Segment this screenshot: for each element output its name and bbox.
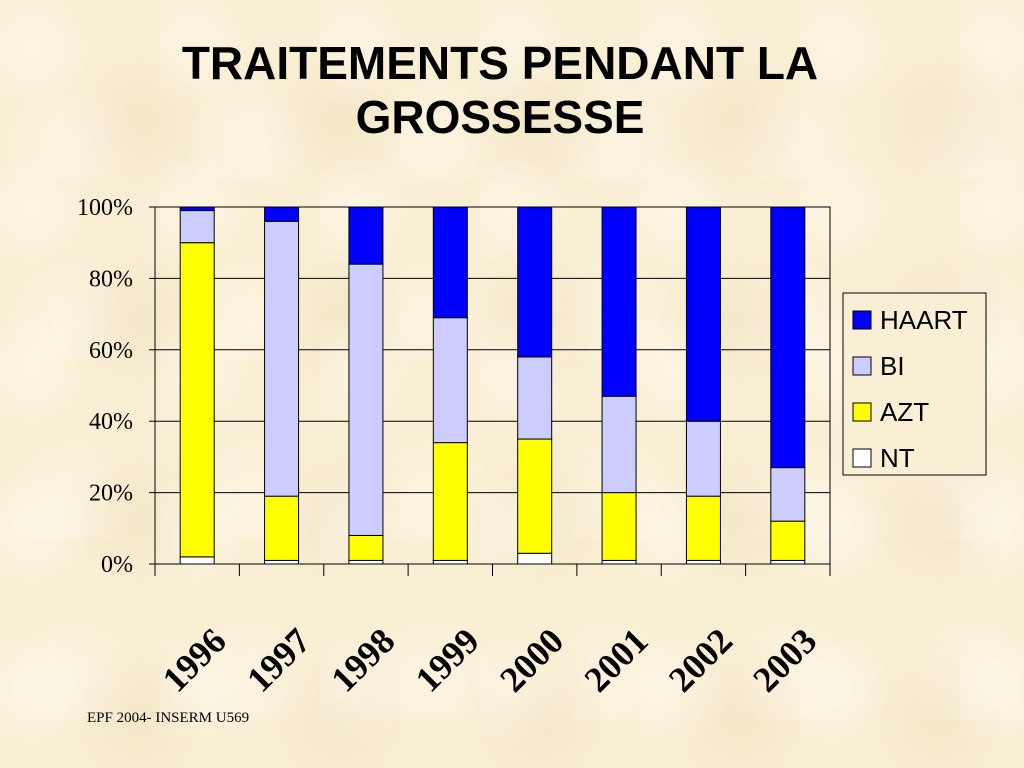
bar-segment-bi-2001 [601, 395, 637, 494]
bar-segment-nt-2003 [770, 559, 806, 565]
bar-segment-nt-1996 [179, 556, 215, 565]
bar-segment-bi-1999 [432, 317, 468, 444]
x-tick-label: 1997 [239, 620, 318, 699]
y-tick-label: 40% [89, 409, 133, 435]
bar-segment-haart-1999 [432, 206, 468, 319]
y-tick-label: 100% [77, 195, 133, 221]
footer-credit: EPF 2004- INSERM U569 [87, 710, 250, 726]
y-tick-label: 80% [89, 266, 133, 292]
bar-segment-azt-2003 [770, 520, 806, 561]
legend-swatch-bi [852, 356, 872, 376]
bar-segment-nt-2001 [601, 559, 637, 565]
x-tick-label: 2001 [576, 620, 655, 699]
y-tick-label: 0% [101, 552, 133, 578]
x-tick-label: 2000 [492, 620, 571, 699]
bar-segment-azt-1997 [264, 495, 300, 561]
bar-segment-nt-2000 [517, 552, 553, 565]
title-line-1: TRAITEMENTS PENDANT LA [181, 37, 819, 89]
bar-segment-bi-2003 [770, 467, 806, 522]
bar-segment-haart-1996 [179, 206, 215, 212]
legend-label: BI [880, 351, 905, 381]
slide-title: TRAITEMENTS PENDANT LA GROSSESSE [0, 36, 1000, 144]
bar-segment-azt-2002 [685, 495, 721, 561]
bar-segment-azt-1998 [348, 534, 384, 561]
x-tick-label: 1996 [155, 620, 234, 699]
bar-segment-haart-2002 [685, 206, 721, 422]
bar-segment-haart-1997 [264, 206, 300, 222]
bar-segment-haart-2003 [770, 206, 806, 469]
legend-label: HAART [880, 305, 968, 335]
legend-swatch-haart [852, 310, 872, 330]
x-tick-label: 2003 [745, 620, 824, 699]
plot-area [154, 206, 831, 565]
bar-segment-bi-2000 [517, 356, 553, 440]
x-tick-label: 1998 [323, 620, 402, 699]
bar-segment-bi-1997 [264, 220, 300, 497]
bar-segment-bi-1996 [179, 210, 215, 244]
y-tick-label: 20% [89, 481, 133, 507]
title-line-2: GROSSESSE [355, 91, 645, 143]
bar-segment-bi-1998 [348, 263, 384, 536]
bar-segment-haart-2001 [601, 206, 637, 397]
bar-segment-nt-1997 [264, 559, 300, 565]
legend-swatch-azt [852, 402, 872, 422]
bar-segment-bi-2002 [685, 420, 721, 497]
bar-segment-haart-2000 [517, 206, 553, 358]
bar-segment-haart-1998 [348, 206, 384, 265]
bar-segment-azt-1996 [179, 242, 215, 558]
bar-segment-nt-2002 [685, 559, 721, 565]
legend-label: NT [880, 443, 915, 473]
y-tick-label: 60% [89, 338, 133, 364]
legend-label: AZT [880, 397, 929, 427]
bar-segment-nt-1999 [432, 559, 468, 565]
bar-segment-nt-1998 [348, 559, 384, 565]
bar-segment-azt-1999 [432, 442, 468, 561]
x-tick-label: 1999 [408, 620, 487, 699]
legend-swatch-nt [852, 448, 872, 468]
x-tick-label: 2002 [661, 620, 740, 699]
bar-segment-azt-2000 [517, 438, 553, 554]
bar-segment-azt-2001 [601, 492, 637, 561]
